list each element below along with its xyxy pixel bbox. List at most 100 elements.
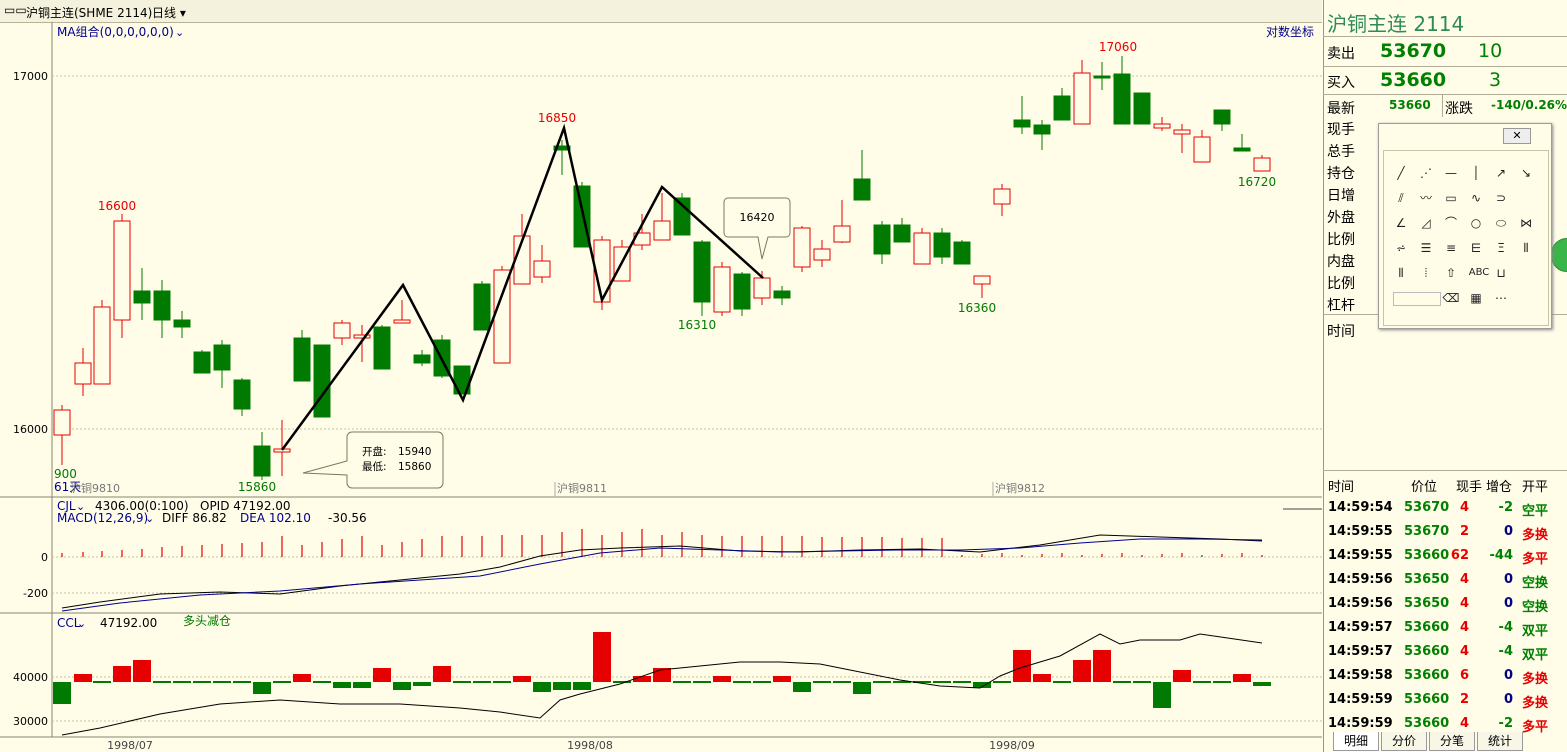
candle-body bbox=[653, 220, 671, 241]
candle-body bbox=[933, 232, 951, 258]
tick-time: 14:59:55 bbox=[1328, 548, 1393, 563]
tab-detail[interactable]: 明细 bbox=[1333, 732, 1379, 751]
period-selector[interactable]: 日线 ▾ bbox=[152, 4, 186, 21]
ccl-bar bbox=[313, 681, 331, 683]
candle-body bbox=[1073, 72, 1091, 125]
candle-body bbox=[1033, 124, 1051, 135]
ccl-bar bbox=[553, 682, 571, 690]
tick-row[interactable]: 14:59:57 53660 4 -4 双平 bbox=[1323, 616, 1567, 640]
ccl-bar bbox=[233, 681, 251, 683]
drawing-toolbox: ✕ ╱ ⋰ — │ ↗ ↘ ⫽ 〰 ▭ ∿ ⊃ ∠ ◿ ⌒ ○ ⬭ ⋈ ⩫ ☰ … bbox=[1378, 123, 1552, 329]
ccl-bar bbox=[1173, 670, 1191, 682]
ccl-bar bbox=[74, 674, 92, 682]
fibonacci-retracement-icon[interactable]: ☰ bbox=[1420, 241, 1432, 255]
time-row: 时间 bbox=[1327, 318, 1563, 340]
tick-price: 53660 bbox=[1404, 668, 1450, 683]
tick-row[interactable]: 14:59:56 53650 4 0 空换 bbox=[1323, 592, 1567, 616]
price-label-icon[interactable]: ⊔ bbox=[1496, 266, 1506, 280]
y-tick: 0 bbox=[41, 551, 48, 564]
position-note: 多头减仓 bbox=[183, 614, 231, 628]
close-icon[interactable]: ✕ bbox=[1503, 128, 1531, 144]
quote-row: 总手 bbox=[1327, 138, 1563, 160]
arrow-down-line-icon[interactable]: ↘ bbox=[1520, 166, 1532, 180]
tick-row[interactable]: 14:59:58 53660 6 0 多换 bbox=[1323, 664, 1567, 688]
window-menu-icon[interactable]: ▭▭ bbox=[4, 3, 27, 17]
period-label: 日线 bbox=[152, 6, 177, 20]
quote-title: 沪铜主连 2114 bbox=[1327, 12, 1465, 36]
polyline-icon[interactable]: 〰 bbox=[1419, 191, 1432, 205]
more-icon[interactable]: ⋯ bbox=[1495, 291, 1507, 305]
candle-body bbox=[333, 322, 351, 339]
arc-icon[interactable]: ⊃ bbox=[1495, 191, 1507, 205]
line-segment-icon[interactable]: ╱ bbox=[1397, 166, 1405, 180]
tick-open: 空平 bbox=[1522, 504, 1549, 519]
fan-lines-icon[interactable]: ⋈ bbox=[1520, 216, 1532, 230]
speed-lines-icon[interactable]: Ξ bbox=[1497, 241, 1505, 255]
tick-price: 53670 bbox=[1404, 524, 1450, 539]
callout-text: 16420 bbox=[740, 211, 775, 224]
tick-inc: -4 bbox=[1498, 620, 1513, 635]
tick-open: 多平 bbox=[1522, 720, 1549, 735]
tab-statistics[interactable]: 统计 bbox=[1477, 732, 1523, 751]
fibonacci-fan-icon[interactable]: ⩫ bbox=[1395, 241, 1407, 255]
tick-row[interactable]: 14:59:56 53650 4 0 空换 bbox=[1323, 568, 1567, 592]
parallel-lines-icon[interactable]: ⫽ bbox=[1398, 191, 1404, 205]
gann-angle-icon[interactable]: ∠ bbox=[1395, 216, 1407, 230]
candle-body bbox=[553, 145, 571, 151]
ccl-bar bbox=[833, 681, 851, 683]
arc-fan-icon[interactable]: ⌒ bbox=[1444, 216, 1457, 230]
tab-price-distribution[interactable]: 分价 bbox=[1381, 732, 1427, 751]
tick-row[interactable]: 14:59:59 53660 4 -2 多平 bbox=[1323, 712, 1567, 736]
horizontal-line-icon[interactable]: — bbox=[1445, 166, 1457, 180]
fibonacci-time-icon[interactable]: ⦙ bbox=[1424, 266, 1428, 280]
candle-body bbox=[313, 344, 331, 418]
eraser-icon[interactable]: ⌫ bbox=[1442, 291, 1460, 305]
vertical-line-icon[interactable]: │ bbox=[1472, 166, 1480, 180]
tick-time: 14:59:58 bbox=[1328, 668, 1393, 683]
tick-price: 53670 bbox=[1404, 500, 1450, 515]
change-value: -140/0.26% bbox=[1491, 98, 1567, 112]
symbol-title[interactable]: 沪铜主连(SHME 2114) bbox=[26, 6, 153, 20]
tooltip-bubble bbox=[302, 431, 444, 489]
candle-body bbox=[293, 337, 311, 382]
tick-row[interactable]: 14:59:55 53670 2 0 多换 bbox=[1323, 520, 1567, 544]
price-label: 17060 bbox=[1099, 40, 1137, 54]
ccl-bar bbox=[433, 666, 451, 682]
tick-row[interactable]: 14:59:57 53660 4 -4 双平 bbox=[1323, 640, 1567, 664]
text-tool-icon[interactable]: ABC bbox=[1468, 267, 1490, 278]
candle-body bbox=[1153, 123, 1171, 129]
ccl-bar bbox=[293, 674, 311, 682]
circle-icon[interactable]: ○ bbox=[1470, 216, 1482, 230]
ellipse-icon[interactable]: ⬭ bbox=[1495, 216, 1507, 230]
contract-label: 沪铜9811 bbox=[557, 481, 607, 495]
tick-inc: 0 bbox=[1503, 692, 1513, 707]
ccl-bar bbox=[753, 681, 771, 683]
up-arrow-icon[interactable]: ⇧ bbox=[1445, 266, 1457, 280]
color-palette-icon[interactable]: ▦ bbox=[1470, 291, 1482, 305]
percent-lines-icon[interactable]: ≡ bbox=[1445, 241, 1457, 255]
ccl-bar bbox=[813, 681, 831, 683]
tick-open: 多换 bbox=[1522, 528, 1549, 543]
sine-wave-icon[interactable]: ∿ bbox=[1470, 191, 1482, 205]
triangle-icon[interactable]: ◿ bbox=[1421, 216, 1431, 230]
ccl-bar bbox=[893, 681, 911, 683]
sell-row[interactable]: 卖出 53670 10 bbox=[1327, 40, 1563, 62]
cjl-label: CJL bbox=[57, 499, 76, 513]
tick-row[interactable]: 14:59:54 53670 4 -2 空平 bbox=[1323, 496, 1567, 520]
tick-row[interactable]: 14:59:55 53660 62 -44 多平 bbox=[1323, 544, 1567, 568]
kline-chart[interactable]: 17000 16000 0 -200 40000 30000 MA组合(0,0,… bbox=[0, 22, 1322, 752]
quote-row: 比例 bbox=[1327, 226, 1563, 248]
cycle-lines-icon[interactable]: ⦀ bbox=[1398, 266, 1404, 280]
ray-icon[interactable]: ⋰ bbox=[1420, 166, 1432, 180]
rectangle-icon[interactable]: ▭ bbox=[1445, 191, 1457, 205]
ccl-bar bbox=[413, 682, 431, 686]
candle-body bbox=[893, 224, 911, 243]
time-zones-icon[interactable]: ⦀ bbox=[1523, 241, 1529, 255]
color-swatch[interactable] bbox=[1393, 292, 1441, 306]
tab-trades[interactable]: 分笔 bbox=[1429, 732, 1475, 751]
chart-title-bar: ▭▭ 沪铜主连(SHME 2114) 日线 ▾ bbox=[0, 0, 1322, 23]
tick-row[interactable]: 14:59:59 53660 2 0 多换 bbox=[1323, 688, 1567, 712]
gann-grid-icon[interactable]: ⋿ bbox=[1470, 241, 1482, 255]
buy-row[interactable]: 买入 53660 3 bbox=[1327, 69, 1563, 91]
arrow-line-icon[interactable]: ↗ bbox=[1495, 166, 1507, 180]
